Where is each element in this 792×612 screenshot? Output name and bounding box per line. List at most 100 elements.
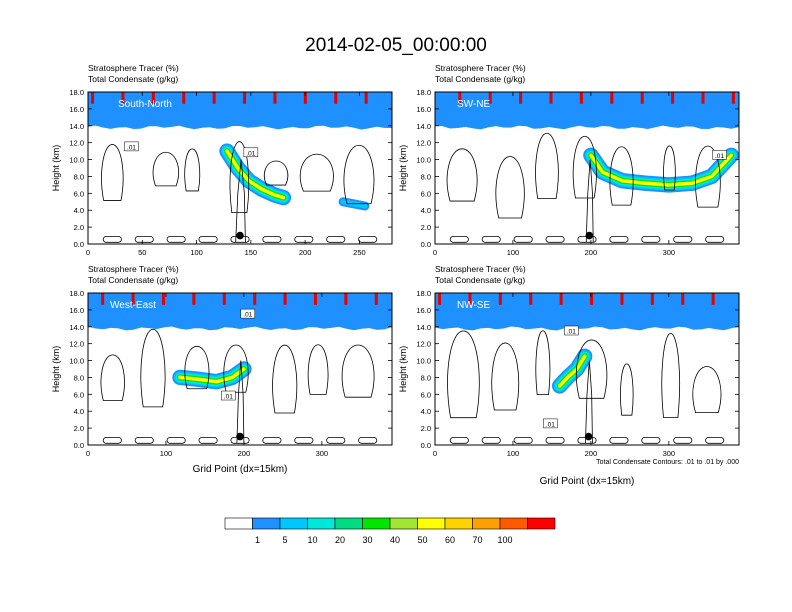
condensate-contour	[513, 436, 533, 444]
tracer-plume	[225, 149, 286, 200]
tracer-streak	[212, 92, 216, 104]
condensate-contour	[101, 144, 124, 201]
condensate-contour	[358, 235, 378, 243]
panel-3: Stratosphere Tracer (%)Total Condensate …	[51, 264, 393, 475]
tracer-streak	[590, 293, 594, 305]
tracer-streak	[488, 92, 492, 104]
condensate-contour	[449, 235, 469, 243]
panel-contour-label: Total Condensate (g/kg)	[435, 74, 525, 84]
condensate-contour	[229, 141, 250, 214]
tracer-streak	[374, 293, 378, 305]
colorbar-swatch	[527, 517, 556, 530]
location-marker	[236, 231, 244, 240]
contour-label-box	[712, 150, 727, 160]
y-tick-label: 16.0	[416, 105, 431, 114]
plot-frame	[87, 292, 393, 446]
colorbar-label: 5	[282, 535, 287, 545]
location-marker	[584, 432, 593, 441]
y-tick-label: 14.0	[69, 323, 84, 332]
tracer-plume	[589, 153, 733, 187]
tracer-streak	[313, 293, 317, 305]
y-tick-label: 4.0	[421, 407, 431, 416]
plot-area: .01	[435, 92, 739, 244]
contour-label: .01	[567, 329, 576, 336]
y-tick-label: 10.0	[416, 357, 431, 366]
y-tick-label: 0.0	[74, 240, 84, 249]
condensate-contour	[535, 330, 551, 396]
contour-label: .01	[715, 153, 724, 160]
x-tick-label: 200	[585, 449, 598, 458]
condensate-contour	[236, 360, 245, 444]
colorbar-swatch	[389, 517, 418, 530]
condensate-contour	[513, 235, 533, 243]
colorbar-swatch	[417, 517, 446, 530]
y-tick-label: 14.0	[416, 323, 431, 332]
condensate-contour	[446, 148, 478, 202]
contour-label: .01	[246, 150, 255, 157]
x-tick-label: 200	[585, 248, 598, 257]
colorbar-label: 100	[497, 535, 512, 545]
plot-frame	[434, 292, 740, 446]
panel-contour-label: Total Condensate (g/kg)	[435, 275, 525, 285]
panel-label: West-East	[110, 300, 156, 311]
contour-label: .01	[224, 394, 233, 401]
tracer-streak	[438, 293, 442, 305]
x-tick-label: 300	[316, 449, 329, 458]
x-tick-label: 0	[433, 248, 437, 257]
y-tick-label: 14.0	[416, 122, 431, 131]
tracer-streak	[91, 92, 95, 104]
y-tick-label: 0.0	[421, 240, 431, 249]
tracer-streak	[273, 92, 277, 104]
tracer-streak	[101, 293, 105, 305]
colorbar-label: 30	[362, 535, 372, 545]
x-tick-label: 100	[507, 248, 520, 257]
y-tick-label: 14.0	[69, 122, 84, 131]
y-tick-label: 8.0	[421, 373, 431, 382]
contour-label: .01	[546, 421, 555, 428]
condensate-contour	[447, 330, 480, 419]
condensate-contour	[609, 436, 629, 444]
contour-label-box	[221, 390, 236, 401]
condensate-contour	[663, 145, 676, 191]
colorbar-label: 1	[255, 535, 260, 545]
condensate-contour	[449, 436, 469, 444]
x-tick-label: 0	[86, 449, 90, 458]
condensate-contour	[673, 436, 693, 444]
condensate-contour	[134, 235, 154, 243]
condensate-contour	[695, 145, 721, 208]
y-tick-label: 4.0	[421, 206, 431, 215]
y-tick-label: 10.0	[69, 156, 84, 165]
y-tick-label: 2.0	[74, 424, 84, 433]
condensate-contour	[585, 360, 593, 444]
plot-area: .01 .01	[88, 92, 392, 244]
y-tick-label: 6.0	[421, 390, 431, 399]
colorbar-swatch	[252, 517, 281, 530]
x-tick-label: 0	[86, 248, 90, 257]
panel-2: Stratosphere Tracer (%)Total Condensate …	[398, 63, 740, 257]
x-tick-label: 100	[190, 248, 203, 257]
condensate-contour	[692, 366, 722, 414]
condensate-contour	[326, 436, 346, 444]
condensate-contour	[572, 135, 597, 199]
condensate-contour	[166, 436, 186, 444]
contour-label-box	[243, 147, 259, 158]
tracer-streak	[650, 293, 654, 305]
tracer-streak	[182, 92, 186, 104]
colorbar-swatch	[499, 517, 528, 530]
tracer-streak	[131, 293, 135, 305]
x-tick-label: 200	[238, 449, 251, 458]
colorbar-label: 60	[445, 535, 455, 545]
colorbar: 1 5 10 20 30 40 50 60 70 100	[224, 517, 556, 545]
condensate-contour	[705, 436, 725, 444]
tracer-streak	[731, 92, 735, 104]
tracer-streak	[549, 92, 553, 104]
panel-contour-label: Total Condensate (g/kg)	[88, 74, 178, 84]
tracer-streak	[364, 92, 368, 104]
panel-4: Stratosphere Tracer (%)Total Condensate …	[398, 264, 740, 487]
condensate-contour	[100, 354, 125, 401]
contour-label: .01	[243, 312, 252, 319]
x-tick-label: 200	[299, 248, 312, 257]
condensate-contour	[535, 132, 559, 200]
condensate-contour	[341, 344, 375, 398]
